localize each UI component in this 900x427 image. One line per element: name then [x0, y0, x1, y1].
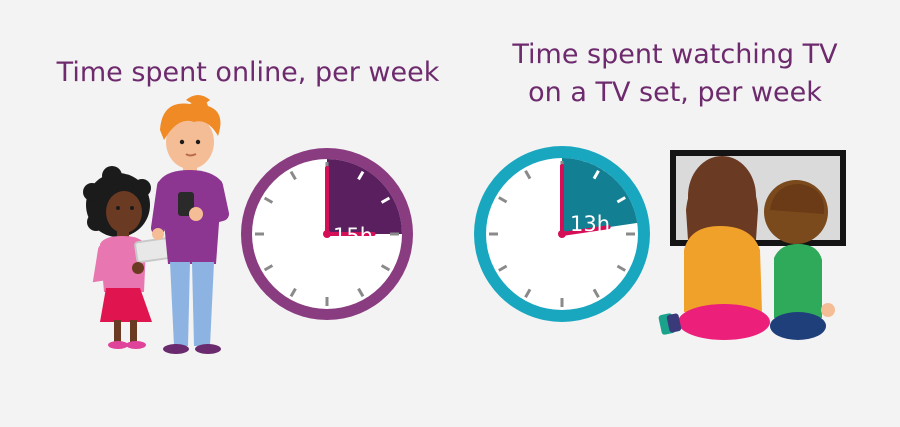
- tv-clock-hour-hand: [560, 225, 611, 236]
- online-clock-tick: [357, 170, 365, 181]
- tv-clock-tick: [498, 196, 508, 204]
- online-time-title: Time spent online, per week: [56, 57, 440, 88]
- tv-clock-tick: [498, 264, 508, 272]
- tv-clock-tick: [616, 196, 626, 204]
- tv-time-clock: [474, 146, 650, 322]
- tv-time-hours-label: 13h: [570, 212, 611, 236]
- online-clock-tick: [263, 264, 274, 272]
- tv-time-minutes-label: 36m: [568, 237, 616, 261]
- online-time-value-label: 15h: [333, 224, 374, 248]
- tv-time-title: Time spent watching TV on a TV set, per …: [500, 36, 850, 112]
- tv-title-line-1: Time spent watching TV: [512, 39, 838, 70]
- boy-with-phone-illustration: [151, 95, 229, 354]
- girl-with-tablet-illustration: [83, 166, 174, 349]
- online-clock-tick: [380, 196, 391, 204]
- online-time-sector: [327, 159, 402, 234]
- tv-time-sector: [562, 158, 638, 234]
- tv-title-line-2: on a TV set, per week: [528, 77, 822, 108]
- online-clock-tick: [289, 170, 297, 181]
- tv-clock-tick: [524, 288, 532, 298]
- online-time-clock: [241, 148, 413, 320]
- children-watching-tv-illustration: [658, 150, 846, 340]
- online-clock-tick: [357, 287, 365, 298]
- online-clock-tick: [289, 287, 297, 298]
- online-clock-tick: [380, 264, 391, 272]
- tv-clock-tick: [592, 170, 600, 180]
- online-clock-ticks: [255, 162, 399, 306]
- tv-clock-ticks: [489, 161, 635, 307]
- tv-clock-tick: [592, 288, 600, 298]
- tv-clock-tick: [524, 170, 532, 180]
- tv-clock-tick: [616, 264, 626, 272]
- online-clock-tick: [263, 196, 274, 204]
